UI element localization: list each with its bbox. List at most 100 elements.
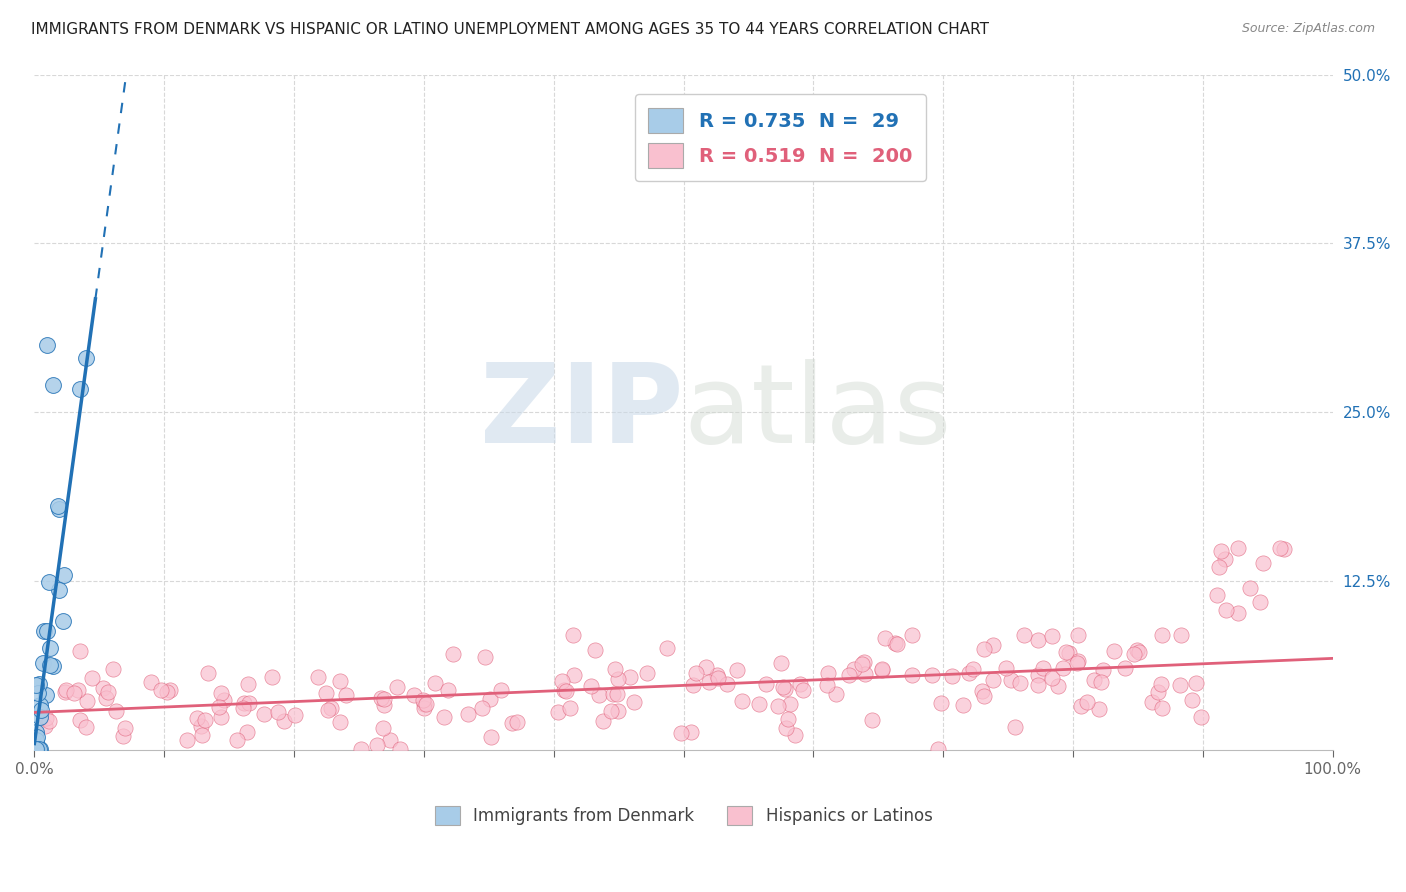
Point [755,677,778,691]
Point [236,725,259,739]
Point [1040,671,1063,685]
Point [921,668,943,682]
Point [1047,679,1070,693]
Point [91,681,114,695]
Point [1066,657,1088,671]
Point [1239,581,1261,595]
Point [1140,695,1163,709]
Point [1090,674,1112,689]
Text: ZIP: ZIP [481,359,683,466]
Point [39,658,62,673]
Point [373,721,395,735]
Point [838,668,860,682]
Point [76,694,98,708]
Point [388,742,411,756]
Point [321,701,343,715]
Point [329,673,352,688]
Point [779,698,801,712]
Point [600,704,623,718]
Point [1168,678,1191,692]
Point [775,722,797,736]
Point [335,688,357,702]
Text: atlas: atlas [683,359,952,466]
Point [927,742,949,756]
Point [929,696,952,710]
Point [681,725,703,739]
Point [24,724,46,739]
Point [716,677,738,691]
Point [981,673,1004,688]
Point [209,710,232,724]
Point [212,693,235,707]
Point [725,663,748,677]
Point [815,678,838,692]
Point [267,705,290,719]
Point [104,704,127,718]
Point [37,338,59,352]
Point [149,683,172,698]
Point [35,688,58,702]
Point [860,713,883,727]
Point [1066,654,1088,668]
Point [366,738,388,752]
Point [748,697,770,711]
Point [995,661,1018,675]
Point [1268,541,1291,555]
Point [413,697,436,711]
Point [501,716,523,731]
Point [873,631,896,645]
Point [141,675,163,690]
Point [1206,588,1229,602]
Point [1180,693,1202,707]
Point [1274,541,1296,556]
Point [53,685,76,699]
Point [685,665,707,680]
Point [94,690,117,705]
Point [39,640,62,655]
Point [35,624,58,638]
Point [1000,673,1022,688]
Point [602,687,624,701]
Point [1054,645,1077,659]
Point [28,742,51,756]
Point [38,714,60,728]
Point [52,615,75,629]
Point [489,683,512,698]
Point [783,728,806,742]
Point [1208,559,1230,574]
Point [558,701,581,715]
Point [471,701,494,715]
Point [67,683,90,698]
Point [194,713,217,727]
Point [474,650,496,665]
Point [423,676,446,690]
Point [605,662,627,676]
Point [176,732,198,747]
Point [232,696,254,710]
Point [42,658,65,673]
Point [1226,541,1249,555]
Point [583,643,606,657]
Point [28,677,51,691]
Point [579,679,602,693]
Point [34,624,56,638]
Point [25,742,48,756]
Legend: Immigrants from Denmark, Hispanics or Latinos: Immigrants from Denmark, Hispanics or La… [427,799,939,831]
Point [457,707,479,722]
Point [197,665,219,680]
Point [682,678,704,692]
Point [1251,556,1274,570]
Point [1070,699,1092,714]
Point [48,582,70,597]
Point [1191,710,1213,724]
Point [697,674,720,689]
Point [69,382,91,396]
Point [273,714,295,728]
Point [53,568,76,582]
Point [817,666,839,681]
Point [402,689,425,703]
Point [433,710,456,724]
Point [1052,661,1074,675]
Point [778,712,800,726]
Point [952,698,974,712]
